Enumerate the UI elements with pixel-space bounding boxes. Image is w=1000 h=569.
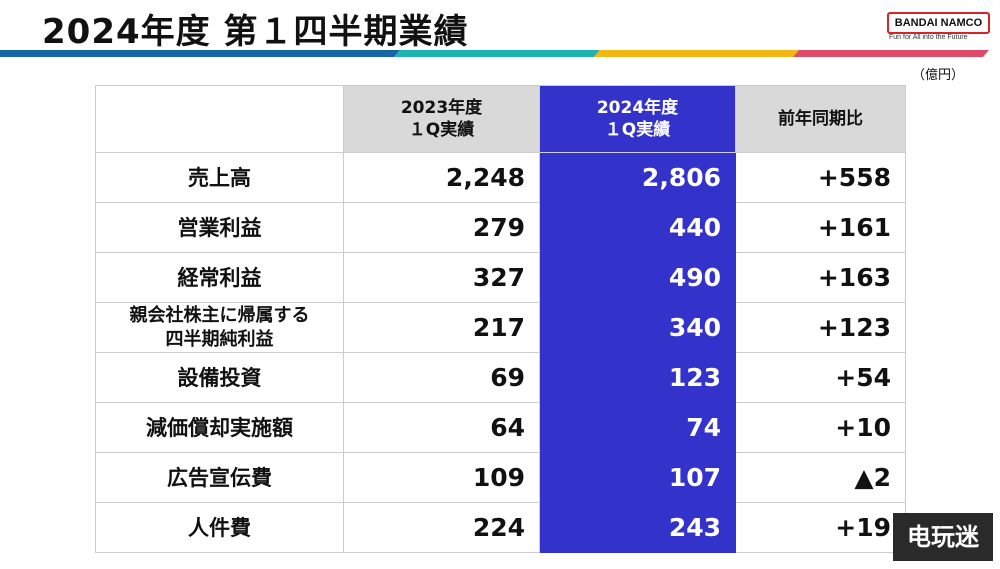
logo-tagline: Fun for All into the Future bbox=[889, 34, 968, 41]
value-yoy: +10 bbox=[735, 402, 906, 453]
value-2024: 107 bbox=[539, 452, 736, 503]
header-2024: 2024年度 １Q実績 bbox=[539, 85, 736, 153]
header-2023: 2023年度 １Q実績 bbox=[343, 85, 540, 153]
value-2023: 217 bbox=[343, 302, 540, 353]
accent-bar-teal bbox=[394, 50, 600, 57]
value-yoy: +123 bbox=[735, 302, 906, 353]
row-label: 親会社株主に帰属する 四半期純利益 bbox=[95, 302, 344, 353]
value-2024: 123 bbox=[539, 352, 736, 403]
row-label: 経常利益 bbox=[95, 252, 344, 303]
table-row: 営業利益 279 440 +161 bbox=[95, 202, 906, 253]
value-2024: 440 bbox=[539, 202, 736, 253]
table-row: 親会社株主に帰属する 四半期純利益 217 340 +123 bbox=[95, 302, 906, 353]
row-label: 減価償却実施額 bbox=[95, 402, 344, 453]
value-2023: 224 bbox=[343, 502, 540, 553]
row-label: 営業利益 bbox=[95, 202, 344, 253]
value-2024: 243 bbox=[539, 502, 736, 553]
accent-bar-blue bbox=[0, 50, 400, 57]
value-yoy: +161 bbox=[735, 202, 906, 253]
table-row: 人件費 224 243 +19 bbox=[95, 502, 906, 553]
row-label: 売上高 bbox=[95, 152, 344, 203]
accent-bar-yellow bbox=[594, 50, 799, 57]
table-row: 経常利益 327 490 +163 bbox=[95, 252, 906, 303]
value-yoy: ▲2 bbox=[735, 452, 906, 503]
value-2023: 327 bbox=[343, 252, 540, 303]
results-table: 2023年度 １Q実績 2024年度 １Q実績 前年同期比 売上高 2,248 2,… bbox=[95, 85, 906, 553]
header-yoy: 前年同期比 bbox=[735, 85, 906, 153]
unit-label: （億円） bbox=[912, 68, 965, 83]
header-empty bbox=[95, 85, 344, 153]
page-title: 2024年度 第１四半期業績 bbox=[42, 12, 469, 52]
accent-bar-pink bbox=[793, 50, 989, 57]
row-label: 人件費 bbox=[95, 502, 344, 553]
value-2024: 74 bbox=[539, 402, 736, 453]
value-2023: 64 bbox=[343, 402, 540, 453]
value-yoy: +19 bbox=[735, 502, 906, 553]
value-yoy: +163 bbox=[735, 252, 906, 303]
value-2023: 109 bbox=[343, 452, 540, 503]
value-2024: 2,806 bbox=[539, 152, 736, 203]
table-row: 減価償却実施額 64 74 +10 bbox=[95, 402, 906, 453]
value-yoy: +558 bbox=[735, 152, 906, 203]
bandai-namco-logo: BANDAI NAMCO bbox=[887, 12, 990, 34]
value-2024: 340 bbox=[539, 302, 736, 353]
table-row: 広告宣伝費 109 107 ▲2 bbox=[95, 452, 906, 503]
table-row: 設備投資 69 123 +54 bbox=[95, 352, 906, 403]
value-2023: 69 bbox=[343, 352, 540, 403]
value-yoy: +54 bbox=[735, 352, 906, 403]
value-2024: 490 bbox=[539, 252, 736, 303]
table-row: 売上高 2,248 2,806 +558 bbox=[95, 152, 906, 203]
row-label: 設備投資 bbox=[95, 352, 344, 403]
value-2023: 279 bbox=[343, 202, 540, 253]
row-label: 広告宣伝費 bbox=[95, 452, 344, 503]
watermark-logo: 电玩迷 bbox=[893, 513, 993, 561]
value-2023: 2,248 bbox=[343, 152, 540, 203]
